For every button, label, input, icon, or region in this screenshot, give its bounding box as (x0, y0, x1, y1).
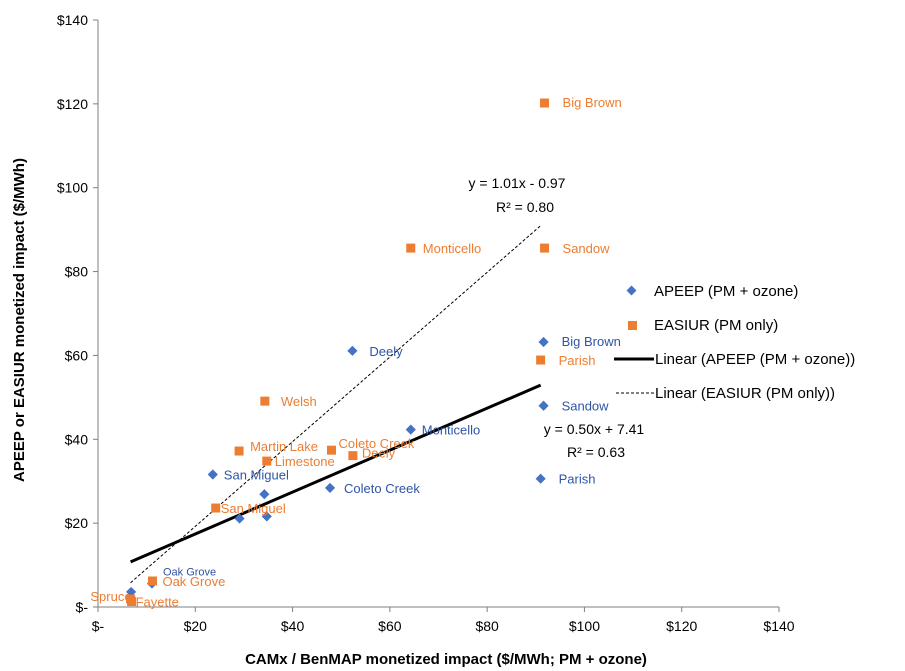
easiur-point-label: Fayette (136, 595, 179, 610)
easiur-point-label: Sandow (563, 241, 611, 256)
y-tick-label: $140 (57, 12, 88, 28)
apeep-point[interactable] (261, 511, 272, 522)
easiur-point[interactable] (211, 503, 221, 513)
x-tick-label: $40 (281, 618, 305, 634)
y-tick-label: $100 (57, 180, 88, 196)
easiur-point[interactable] (348, 451, 358, 461)
easiur-point[interactable] (147, 576, 157, 586)
legend-item-linear-apeep[interactable]: Linear (APEEP (PM + ozone)) (614, 351, 855, 368)
legend: APEEP (PM + ozone) EASIUR (PM only) Line… (614, 283, 855, 402)
apeep-trendline-equation: y = 0.50x + 7.41 R² = 0.63 (544, 421, 645, 460)
trendlines (129, 225, 542, 584)
legend-easiur-square (628, 321, 637, 330)
apeep-trendline (129, 383, 542, 564)
easiur-trendline (130, 225, 541, 584)
x-tick-label: $100 (569, 618, 600, 634)
easiur-point-label: Monticello (423, 241, 482, 256)
easiur-point[interactable] (262, 456, 272, 466)
easiur-r-squared: R² = 0.80 (496, 199, 554, 215)
apeep-point-label: Parish (559, 472, 596, 487)
legend-item-easiur[interactable]: EASIUR (PM only) (628, 317, 778, 334)
legend-item-linear-easiur[interactable]: Linear (EASIUR (PM only)) (616, 385, 835, 402)
easiur-point-label: Welsh (281, 394, 317, 409)
easiur-point[interactable] (326, 445, 336, 455)
easiur-point-label: Limestone (275, 454, 335, 469)
legend-apeep-diamond (626, 285, 637, 296)
apeep-point[interactable] (535, 473, 546, 484)
easiur-point[interactable] (540, 243, 550, 253)
easiur-point-label: San Miguel (221, 501, 286, 516)
data-points (125, 98, 550, 607)
apeep-point[interactable] (347, 345, 358, 356)
data-point-labels: Big Brown Sandow Parish Deely Monticello Cole… (90, 95, 621, 610)
apeep-point[interactable] (538, 336, 549, 348)
x-axis-ticks: $- $20 $40 $60 $80 $100 $120 $140 (92, 607, 795, 634)
legend-linear-easiur-label: Linear (EASIUR (PM only)) (655, 385, 835, 402)
x-tick-label: $- (92, 618, 105, 634)
y-tick-label: $60 (65, 347, 89, 363)
apeep-point-label: Monticello (422, 423, 481, 438)
apeep-point[interactable] (405, 424, 416, 435)
axes: $- $20 $40 $60 $80 $100 $120 $140 $- $20 $40 $60 $8… (57, 12, 795, 634)
easiur-point-label: Martin Lake (250, 439, 318, 454)
easiur-point-label: Coleto Creek (338, 436, 414, 451)
legend-apeep-label: APEEP (PM + ozone) (654, 283, 798, 300)
x-tick-label: $60 (378, 618, 402, 634)
apeep-point[interactable] (259, 489, 270, 500)
legend-linear-apeep-label: Linear (APEEP (PM + ozone)) (655, 351, 855, 368)
y-tick-label: $40 (65, 431, 89, 447)
x-tick-label: $80 (475, 618, 499, 634)
x-tick-label: $20 (184, 618, 208, 634)
apeep-equation: y = 0.50x + 7.41 (544, 421, 645, 437)
apeep-point[interactable] (207, 469, 218, 480)
apeep-point-label: Big Brown (562, 334, 621, 349)
easiur-point[interactable] (260, 396, 270, 406)
y-axis-title: APEEP or EASIUR monetized impact ($/MWh) (11, 158, 28, 482)
legend-easiur-label: EASIUR (PM only) (654, 317, 778, 334)
apeep-point-label: Coleto Creek (344, 481, 420, 496)
apeep-point-label: Deely (369, 344, 403, 359)
apeep-r-squared: R² = 0.63 (567, 444, 625, 460)
x-tick-label: $120 (666, 618, 697, 634)
y-axis-ticks: $- $20 $40 $60 $80 $100 $120 $140 (57, 12, 98, 615)
y-tick-label: $20 (65, 515, 89, 531)
easiur-point[interactable] (540, 98, 550, 108)
apeep-point[interactable] (324, 482, 336, 494)
apeep-point-label: San Miguel (224, 468, 289, 483)
easiur-point[interactable] (127, 597, 137, 607)
apeep-point-label: Oak Grove (163, 567, 216, 579)
y-tick-label: $120 (57, 96, 88, 112)
easiur-equation: y = 1.01x - 0.97 (469, 175, 566, 191)
apeep-point-label: Sandow (562, 399, 610, 414)
easiur-point-label: Big Brown (563, 95, 622, 110)
apeep-point[interactable] (538, 400, 549, 411)
easiur-point-label: Oak Grove (162, 574, 225, 589)
easiur-trendline-equation: y = 1.01x - 0.97 R² = 0.80 (469, 175, 566, 215)
x-axis-title: CAMx / BenMAP monetized impact ($/MWh; P… (245, 651, 647, 668)
easiur-point-label: Deely (362, 446, 396, 461)
easiur-point[interactable] (536, 355, 546, 365)
y-tick-label: $- (76, 599, 89, 615)
easiur-point-label: Spruce (90, 589, 131, 604)
easiur-point[interactable] (406, 243, 416, 253)
legend-item-apeep[interactable]: APEEP (PM + ozone) (626, 283, 799, 300)
y-tick-label: $80 (65, 264, 89, 280)
easiur-point[interactable] (234, 446, 244, 456)
easiur-point-label: Parish (559, 353, 596, 368)
x-tick-label: $140 (763, 618, 794, 634)
